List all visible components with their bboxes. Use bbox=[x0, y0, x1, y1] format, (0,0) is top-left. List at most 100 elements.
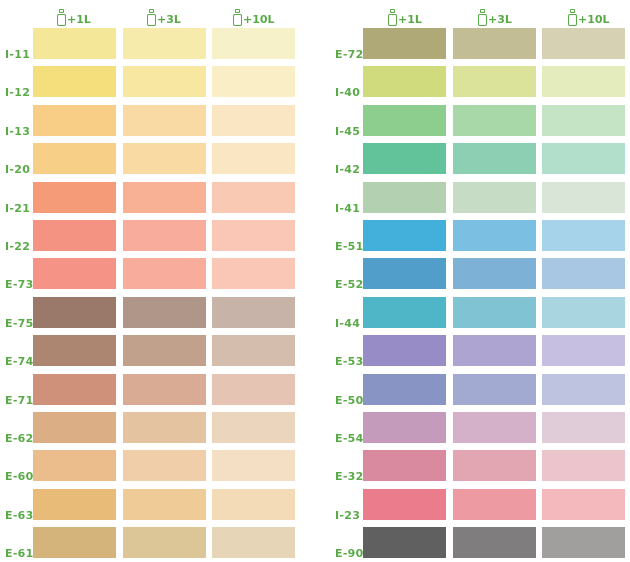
color-swatch bbox=[542, 373, 625, 405]
color-swatch bbox=[363, 104, 446, 136]
color-swatch bbox=[453, 527, 536, 559]
column-label: +10L bbox=[243, 13, 275, 26]
column-label: +3L bbox=[157, 13, 181, 26]
color-swatch bbox=[212, 296, 295, 328]
color-swatch bbox=[212, 258, 295, 290]
color-swatch bbox=[212, 104, 295, 136]
color-code-label: I-44 bbox=[335, 316, 361, 330]
color-swatch bbox=[453, 66, 536, 98]
color-swatch bbox=[542, 412, 625, 443]
color-code-label: E-53 bbox=[335, 355, 364, 369]
color-swatch bbox=[363, 220, 446, 251]
color-code-label: I-45 bbox=[335, 124, 361, 138]
color-code-label: E-72 bbox=[335, 48, 364, 61]
column-label: +3L bbox=[488, 13, 512, 26]
color-swatch bbox=[212, 181, 295, 213]
color-swatch bbox=[542, 527, 625, 559]
color-swatch bbox=[363, 66, 446, 98]
color-swatch bbox=[542, 296, 625, 328]
color-swatch bbox=[212, 28, 295, 59]
column-header: +3L bbox=[147, 4, 181, 26]
color-swatch bbox=[453, 143, 536, 175]
color-swatch bbox=[33, 488, 116, 520]
color-swatch bbox=[212, 335, 295, 367]
color-swatch bbox=[123, 220, 206, 251]
color-swatch bbox=[123, 412, 206, 443]
color-swatch bbox=[212, 527, 295, 559]
color-swatch bbox=[542, 104, 625, 136]
color-swatch bbox=[363, 143, 446, 175]
color-swatch bbox=[453, 488, 536, 520]
color-swatch bbox=[453, 335, 536, 367]
color-swatch bbox=[363, 258, 446, 290]
color-swatch bbox=[542, 181, 625, 213]
color-swatch bbox=[123, 296, 206, 328]
color-code-label: E-54 bbox=[335, 432, 364, 445]
color-code-label: E-50 bbox=[335, 393, 364, 407]
color-code-label: E-75 bbox=[5, 316, 34, 330]
color-code-label: I-11 bbox=[5, 48, 31, 61]
bottle-icon bbox=[147, 9, 156, 26]
color-swatch bbox=[542, 66, 625, 98]
color-swatch bbox=[33, 373, 116, 405]
color-swatch bbox=[453, 258, 536, 290]
color-swatch bbox=[123, 143, 206, 175]
color-swatch bbox=[363, 181, 446, 213]
color-code-label: I-41 bbox=[335, 201, 361, 215]
bottle-icon bbox=[568, 9, 577, 26]
bottle-icon bbox=[233, 9, 242, 26]
column-label: +1L bbox=[67, 13, 91, 26]
color-swatch bbox=[123, 527, 206, 559]
color-swatch bbox=[453, 450, 536, 482]
color-swatch bbox=[33, 143, 116, 175]
color-swatch bbox=[33, 66, 116, 98]
column-header: +1L bbox=[388, 4, 422, 26]
color-swatch bbox=[363, 527, 446, 559]
color-swatch bbox=[542, 450, 625, 482]
color-swatch bbox=[212, 143, 295, 175]
color-swatch bbox=[453, 220, 536, 251]
column-header: +1L bbox=[57, 4, 91, 26]
color-swatch bbox=[123, 28, 206, 59]
column-header: +10L bbox=[568, 4, 610, 26]
bottle-icon bbox=[388, 9, 397, 26]
color-swatch bbox=[453, 181, 536, 213]
color-code-label: E-32 bbox=[335, 470, 364, 484]
color-code-label: I-40 bbox=[335, 86, 361, 100]
color-swatch bbox=[212, 373, 295, 405]
color-swatch bbox=[542, 335, 625, 367]
color-swatch bbox=[363, 296, 446, 328]
color-code-label: E-51 bbox=[335, 240, 364, 253]
color-code-label: E-71 bbox=[5, 393, 34, 407]
color-swatch bbox=[123, 450, 206, 482]
color-code-label: E-60 bbox=[5, 470, 34, 484]
color-swatch bbox=[453, 28, 536, 59]
color-swatch bbox=[33, 258, 116, 290]
color-swatch bbox=[33, 335, 116, 367]
column-header: +10L bbox=[233, 4, 275, 26]
color-code-label: E-62 bbox=[5, 432, 34, 445]
color-swatch bbox=[363, 28, 446, 59]
color-swatch bbox=[363, 335, 446, 367]
color-swatch bbox=[453, 104, 536, 136]
color-swatch bbox=[542, 258, 625, 290]
color-code-label: I-23 bbox=[335, 508, 361, 522]
color-swatch bbox=[363, 373, 446, 405]
color-swatch bbox=[33, 28, 116, 59]
color-code-label: E-63 bbox=[5, 508, 34, 522]
color-code-label: E-73 bbox=[5, 278, 34, 292]
color-swatch bbox=[33, 104, 116, 136]
color-swatch bbox=[33, 412, 116, 443]
bottle-icon bbox=[478, 9, 487, 26]
color-code-label: I-22 bbox=[5, 240, 31, 253]
color-code-label: I-21 bbox=[5, 201, 31, 215]
color-swatch bbox=[123, 258, 206, 290]
color-swatch bbox=[123, 66, 206, 98]
color-swatch bbox=[212, 66, 295, 98]
column-header: +3L bbox=[478, 4, 512, 26]
color-swatch bbox=[542, 28, 625, 59]
color-code-label: I-20 bbox=[5, 163, 31, 177]
color-swatch bbox=[123, 373, 206, 405]
color-swatch bbox=[33, 527, 116, 559]
color-swatch bbox=[33, 181, 116, 213]
